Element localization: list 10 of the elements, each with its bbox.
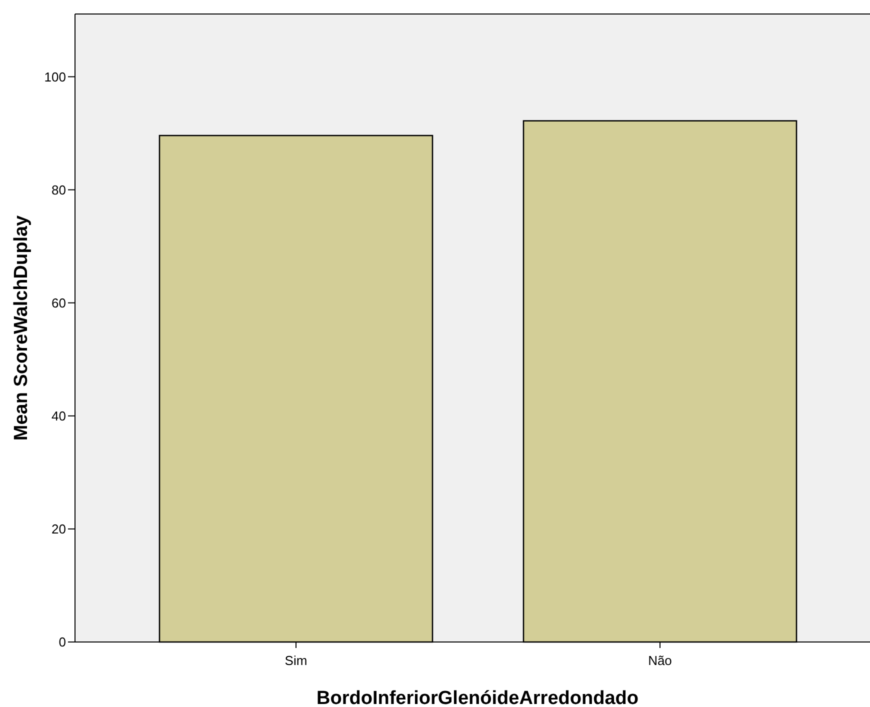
- y-axis-title: Mean ScoreWalchDuplay: [11, 214, 32, 441]
- x-tick-label: Sim: [284, 653, 308, 668]
- y-tick-label: 100: [44, 69, 66, 84]
- x-tick-label: Não: [648, 653, 672, 668]
- y-tick-label: 0: [58, 634, 66, 650]
- y-tick-label: 60: [52, 295, 66, 310]
- y-tick-label: 20: [52, 522, 66, 536]
- y-tick-label: 40: [52, 408, 66, 424]
- y-tick-label: 80: [52, 182, 66, 198]
- x-axis-title: BordoInferiorGlenóideArredondado: [316, 688, 638, 707]
